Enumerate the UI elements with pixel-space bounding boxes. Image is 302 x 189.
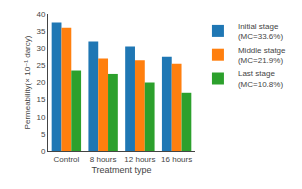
svg-text:20: 20 [36, 78, 45, 87]
svg-text:Last stage(MC=10.8%): Last stage(MC=10.8%) [238, 69, 283, 88]
svg-text:Control: Control [53, 155, 79, 164]
svg-text:Initial stage(MC=33.6%): Initial stage(MC=33.6%) [238, 22, 283, 41]
svg-text:8 hours: 8 hours [90, 155, 117, 164]
svg-text:Middle statge(MC=21.9%): Middle statge(MC=21.9%) [238, 46, 286, 65]
svg-text:16 hours: 16 hours [161, 155, 192, 164]
svg-text:12 hours: 12 hours [124, 155, 155, 164]
svg-text:25: 25 [36, 61, 45, 70]
svg-text:30: 30 [36, 44, 45, 53]
svg-text:40: 40 [36, 10, 45, 19]
svg-text:0: 0 [41, 147, 46, 156]
svg-text:10: 10 [36, 113, 45, 122]
svg-text:35: 35 [36, 27, 45, 36]
svg-text:5: 5 [41, 130, 46, 139]
svg-text:Permeability(× 10⁻¹ darcy): Permeability(× 10⁻¹ darcy) [23, 35, 32, 129]
svg-text:15: 15 [36, 95, 45, 104]
svg-text:Treatment type: Treatment type [91, 165, 151, 175]
